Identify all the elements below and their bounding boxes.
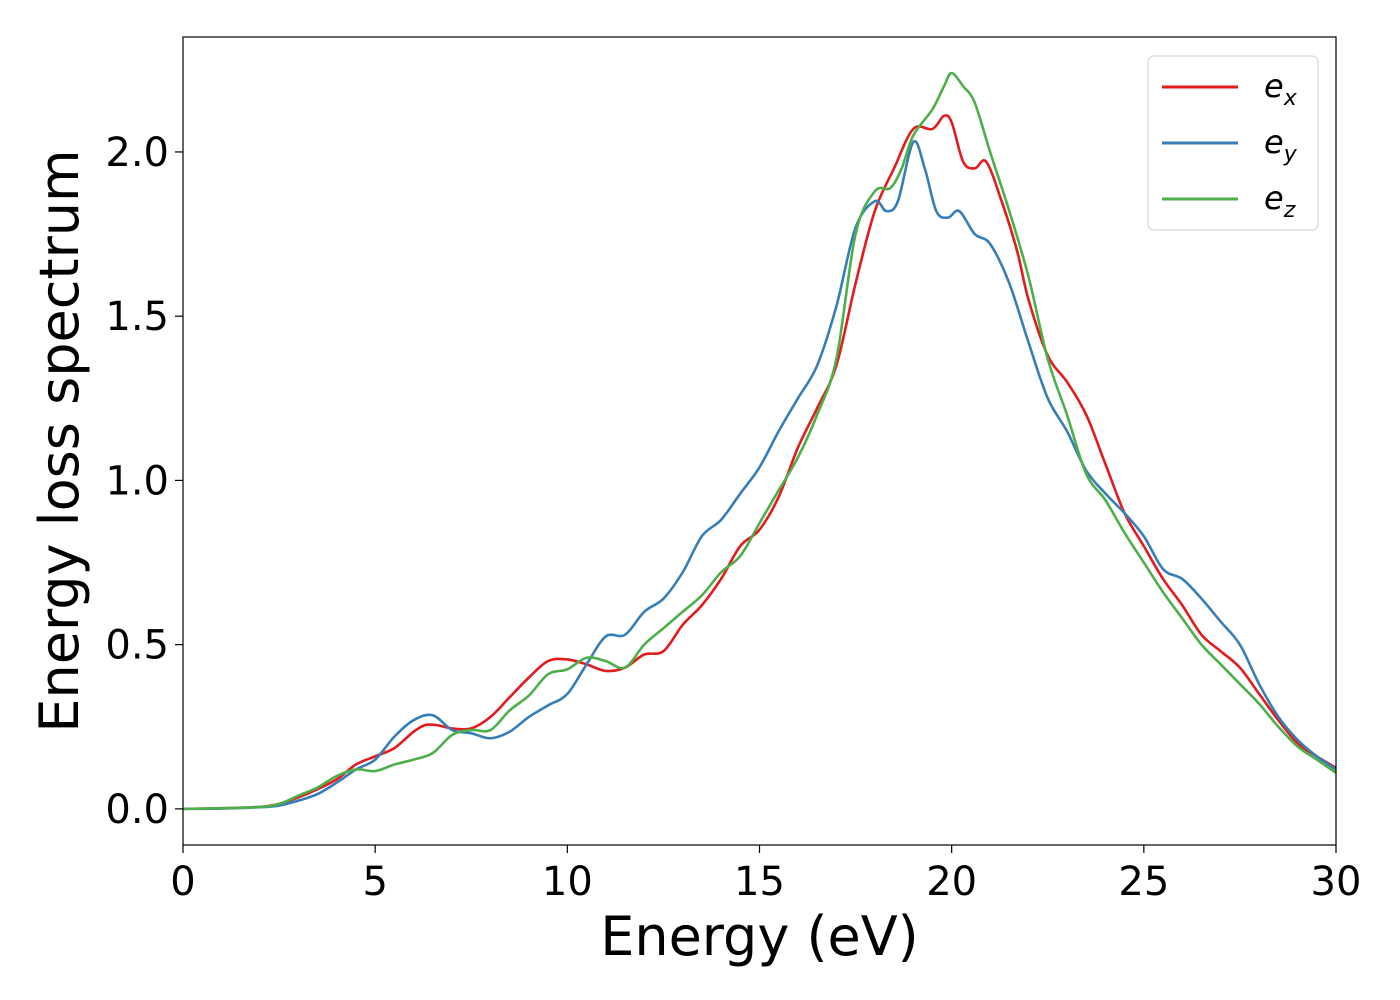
x-tick-label: 30	[1311, 859, 1362, 905]
x-tick-label: 5	[362, 859, 387, 905]
y-tick-label: 1.0	[105, 458, 169, 504]
x-tick-label: 0	[170, 859, 195, 905]
legend-label-subscript: z	[1283, 198, 1296, 223]
x-tick-label: 10	[542, 859, 593, 905]
legend-label-e-x: ex	[1264, 67, 1298, 111]
y-axis: 0.0 0.5 1.0 1.5 2.0	[105, 130, 183, 833]
legend-label-subscript: x	[1283, 86, 1298, 111]
x-tick-label: 20	[926, 859, 977, 905]
x-tick-label: 25	[1118, 859, 1169, 905]
y-tick-label: 0.5	[105, 623, 169, 669]
x-tick-label: 15	[734, 859, 785, 905]
legend-label-subscript: y	[1283, 142, 1298, 167]
legend-label-base: e	[1264, 179, 1284, 217]
legend-label-base: e	[1264, 67, 1284, 105]
y-tick-label: 1.5	[105, 294, 169, 340]
series-line-e-x	[183, 114, 1336, 811]
legend-label-base: e	[1264, 123, 1284, 161]
y-tick-label: 2.0	[105, 130, 169, 176]
y-axis-title: Energy loss spectrum	[28, 149, 91, 732]
legend-label-e-y: ey	[1264, 123, 1298, 167]
x-axis: 0 5 10 15 20 25 30	[170, 845, 1361, 905]
x-axis-title: Energy (eV)	[600, 905, 919, 968]
series-layer	[183, 71, 1336, 811]
legend-label-e-z: ez	[1264, 179, 1296, 223]
series-line-e-y	[183, 139, 1336, 811]
y-tick-label: 0.0	[105, 787, 169, 833]
series-line-e-z	[183, 71, 1336, 811]
